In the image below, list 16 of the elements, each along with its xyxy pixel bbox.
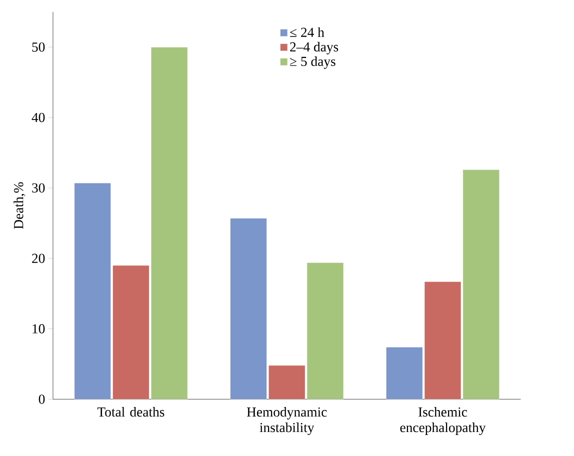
y-axis-title: Death,% <box>14 182 26 229</box>
y-tick-label: 30 <box>32 183 45 193</box>
x-tick-label: Ischemic encephalopathy <box>400 407 486 436</box>
x-tick-label: Total deaths <box>97 407 164 417</box>
bar <box>386 346 423 400</box>
bar <box>74 182 112 400</box>
legend-label: ≥ 5 days <box>290 56 336 69</box>
bar <box>230 218 267 400</box>
legend-label: ≤ 24 h <box>290 27 324 37</box>
y-tick-label: 0 <box>38 394 45 404</box>
x-tick-label: Hemodynamic instability <box>246 407 327 436</box>
y-tick-label: 40 <box>32 112 45 122</box>
y-tick-label: 10 <box>32 324 45 334</box>
legend-label: 2–4 days <box>290 42 338 54</box>
y-tick-label: 20 <box>32 254 45 264</box>
y-tick-label: 50 <box>32 42 45 52</box>
